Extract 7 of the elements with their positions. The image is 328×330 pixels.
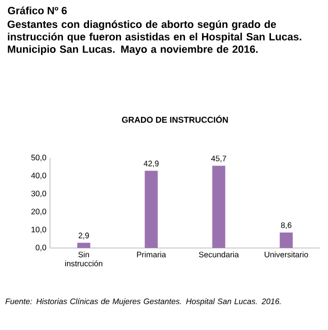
bar bbox=[280, 232, 293, 248]
text: GRADO DE INSTRUCCIÓN bbox=[122, 115, 228, 123]
bar bbox=[77, 242, 90, 248]
chart-title: Gráfico Nº 6 bbox=[8, 6, 67, 14]
bar bbox=[212, 166, 226, 248]
bar bbox=[144, 170, 158, 248]
chart-subtitle: Gestantes con diagnóstico de aborto según grado de instrucción que fueron asistidas en el Hospital San Lucas. Municipio San Lucas. Mayo a noviembre de 2016. bbox=[8, 20, 302, 55]
